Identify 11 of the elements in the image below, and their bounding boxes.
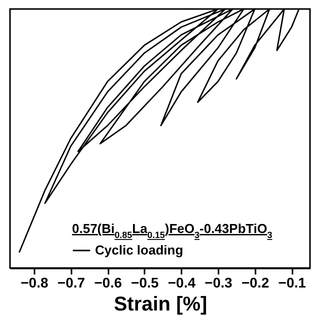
x-tick-label: −0.8: [20, 274, 48, 290]
x-axis-title: Strain [%]: [114, 294, 208, 316]
x-tick-label: −0.5: [131, 274, 159, 290]
x-tick-label: −0.7: [57, 274, 86, 290]
x-tick-label: −0.4: [168, 274, 196, 290]
x-tick-label: −0.1: [278, 274, 306, 290]
x-tick-label: −0.3: [204, 274, 233, 290]
legend-title: 0.57(Bi$_{0.85}$La$_{0.15}$)FeO$_{3}$-0.43PbTiO$_{3}$: [72, 221, 272, 240]
x-tick-label: −0.2: [241, 274, 270, 290]
legend-label: Cyclic loading: [95, 242, 184, 258]
x-tick-label: −0.6: [94, 274, 122, 290]
